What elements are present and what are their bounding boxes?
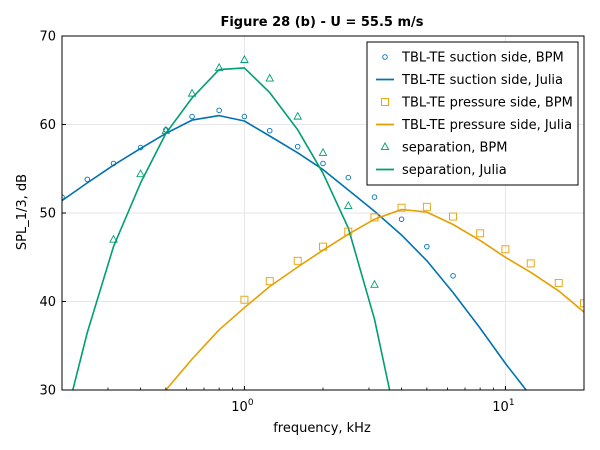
- data-point: [449, 212, 458, 221]
- legend-item: separation, Julia: [376, 163, 507, 178]
- data-point: [318, 147, 328, 156]
- data-point: [397, 203, 406, 212]
- series-layer: [62, 54, 584, 390]
- legend-label: TBL-TE pressure side, Julia: [401, 118, 572, 133]
- data-point: [214, 62, 224, 71]
- data-point: [265, 277, 274, 286]
- x-axis-label: frequency, kHz: [273, 421, 371, 436]
- data-point: [422, 202, 431, 211]
- data-point: [580, 299, 584, 308]
- data-point: [216, 107, 222, 114]
- data-point: [84, 176, 91, 183]
- data-point: [240, 54, 249, 63]
- data-point: [294, 143, 301, 150]
- data-point: [161, 125, 171, 134]
- tick-labels: 30 40 50 60 70 100 101: [39, 30, 514, 416]
- data-point: [554, 278, 563, 287]
- data-point: [424, 243, 430, 250]
- x-tick-label: 100: [231, 398, 254, 415]
- chart-title: Figure 28 (b) - U = 55.5 m/s: [220, 15, 423, 30]
- data-point: [241, 113, 248, 120]
- legend-item: TBL-TE pressure side, BPM: [381, 96, 573, 111]
- y-tick-label: 60: [39, 118, 56, 133]
- data-point: [501, 245, 510, 254]
- y-tick-label: 30: [39, 384, 56, 399]
- series-line: [62, 114, 527, 390]
- data-point: [240, 295, 249, 304]
- legend-box: [366, 41, 579, 186]
- data-point: [293, 111, 303, 120]
- legend-label: TBL-TE pressure side, BPM: [401, 96, 573, 111]
- data-point: [398, 216, 405, 222]
- data-point: [319, 242, 327, 251]
- data-point: [345, 174, 352, 181]
- data-point: [136, 169, 145, 178]
- y-tick-label: 70: [39, 30, 56, 45]
- legend-marker-swatch: [380, 142, 390, 151]
- legend-label: TBL-TE suction side, BPM: [401, 51, 564, 66]
- data-point: [265, 73, 275, 82]
- data-point: [189, 113, 195, 120]
- data-point: [344, 227, 353, 236]
- x-tick-label: 101: [492, 398, 514, 415]
- legend-item: TBL-TE suction side, Julia: [376, 73, 563, 88]
- y-tick-label: 40: [39, 295, 56, 310]
- legend-label: TBL-TE suction side, Julia: [401, 73, 563, 88]
- legend-item: TBL-TE suction side, BPM: [382, 51, 564, 66]
- data-point: [187, 88, 197, 97]
- y-axis-label: SPL_1/3, dB: [15, 174, 30, 250]
- data-point: [370, 213, 379, 222]
- data-point: [110, 160, 117, 167]
- data-point: [137, 144, 144, 151]
- series-line: [72, 67, 391, 390]
- data-point: [450, 273, 456, 279]
- legend-item: TBL-TE pressure side, Julia: [376, 118, 572, 133]
- data-point: [320, 160, 326, 167]
- data-point: [476, 229, 485, 238]
- data-point: [526, 259, 535, 268]
- data-point: [293, 256, 302, 265]
- data-point: [109, 234, 118, 243]
- data-point: [370, 279, 379, 288]
- legend-marker-swatch: [381, 98, 389, 106]
- legend-item: separation, BPM: [380, 141, 507, 156]
- series-line: [165, 208, 584, 390]
- legend-label: separation, Julia: [402, 163, 507, 178]
- legend-label: separation, BPM: [402, 141, 507, 156]
- y-tick-label: 50: [39, 207, 56, 222]
- legend-marker-swatch: [382, 54, 388, 60]
- data-point: [371, 194, 378, 200]
- legend: TBL-TE suction side, BPM TBL-TE suction s…: [366, 41, 579, 186]
- data-point: [343, 200, 353, 209]
- data-point: [266, 127, 273, 134]
